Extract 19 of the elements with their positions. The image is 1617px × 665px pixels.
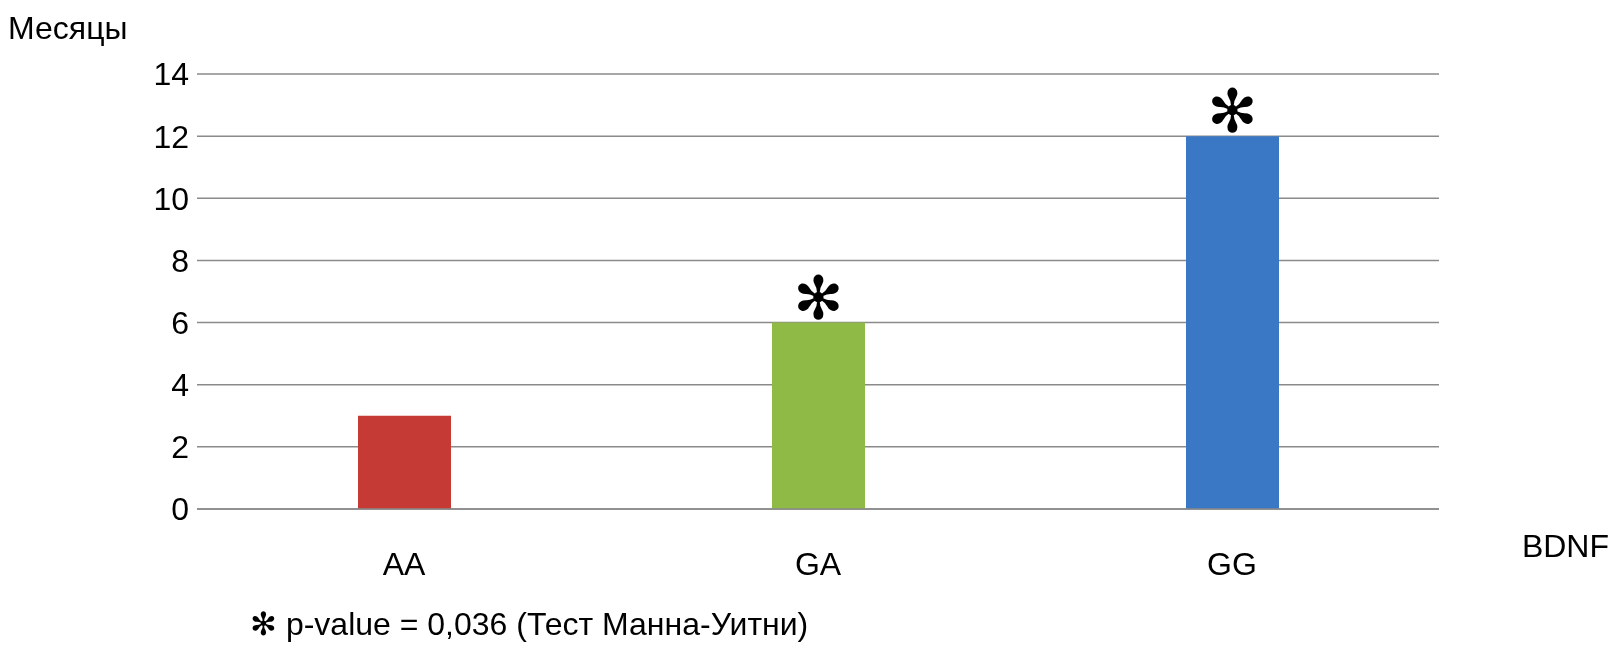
y-tick-label: 4 [171, 367, 189, 404]
y-tick-label: 0 [171, 491, 189, 528]
annotation: ✻ [1207, 76, 1258, 147]
y-tick-label: 2 [171, 429, 189, 466]
bar [1186, 136, 1279, 509]
y-tick-label: 10 [153, 180, 189, 217]
y-tick-label: 6 [171, 304, 189, 341]
bar [772, 322, 865, 509]
annotation: ✻ [793, 262, 844, 333]
y-tick-label: 8 [171, 242, 189, 279]
x-tick-label: AA [382, 546, 426, 582]
y-tick-label: 12 [153, 118, 189, 155]
x-tick-label: GG [1207, 546, 1257, 582]
text: ✻ p-value = 0,036 (Тест Манна-Уитни) [250, 605, 809, 643]
y-axis-title: Месяцы [8, 10, 128, 47]
x-axis-title: BDNF [1521, 528, 1609, 565]
x-tick-label: GA [794, 546, 842, 582]
bar [358, 415, 451, 509]
y-tick-label: 14 [153, 56, 189, 93]
